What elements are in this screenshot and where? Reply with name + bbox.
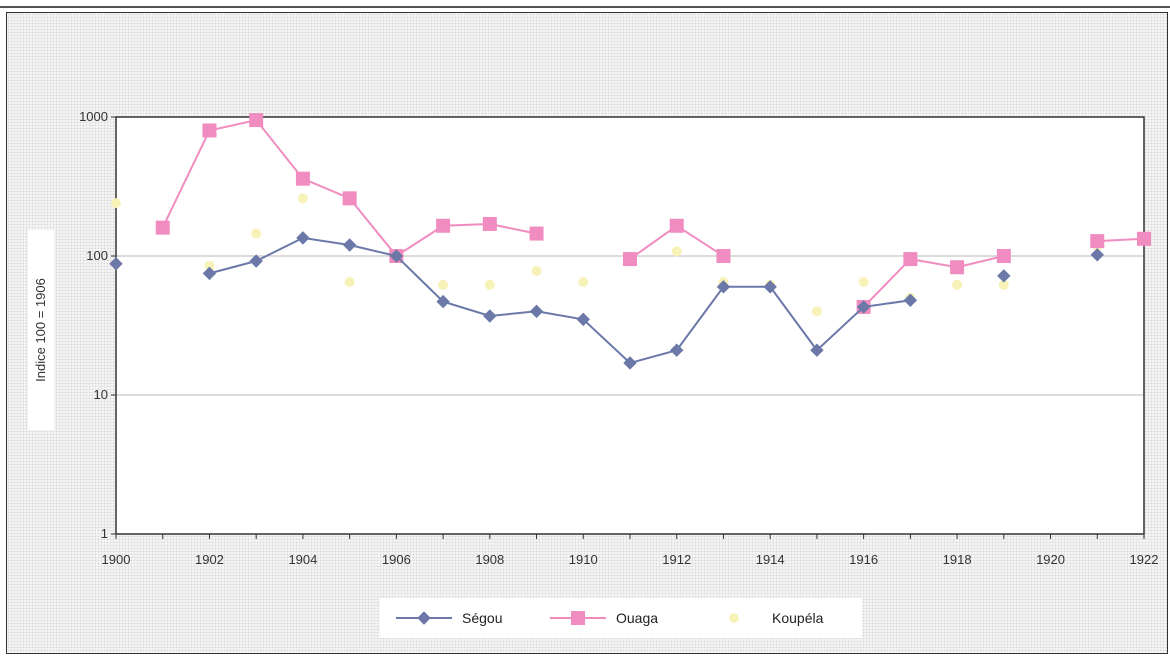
x-tick-label: 1912 — [662, 552, 691, 567]
data-point — [996, 249, 1011, 263]
legend-marker — [417, 611, 431, 625]
series-layer — [109, 113, 1151, 370]
data-point — [249, 254, 263, 268]
axes-layer — [111, 116, 1145, 539]
data-point — [810, 343, 824, 357]
labels-layer: 1 10 100 1000 1900 1902 1904 1906 1908 1910 1912 19… — [28, 109, 1158, 567]
data-point — [295, 171, 310, 186]
data-point — [763, 280, 777, 294]
data-point — [436, 218, 451, 233]
data-point — [903, 293, 918, 308]
x-tick-label: 1914 — [756, 552, 785, 567]
data-point — [998, 279, 1009, 290]
data-point — [716, 249, 731, 263]
data-point — [858, 277, 869, 288]
data-point — [484, 279, 495, 290]
plot-area — [116, 117, 1144, 534]
x-tick-label: 1920 — [1036, 552, 1065, 567]
x-tick-label: 1904 — [288, 552, 317, 567]
data-point — [950, 260, 965, 275]
data-point — [952, 279, 963, 290]
data-point — [670, 343, 684, 357]
legend-label: Ouaga — [616, 610, 658, 626]
x-tick-label: 1916 — [849, 552, 878, 567]
data-point — [342, 191, 357, 206]
legend-box — [380, 598, 862, 638]
data-point — [436, 294, 450, 309]
data-point — [856, 300, 871, 314]
data-point — [202, 266, 217, 281]
data-point — [1137, 231, 1151, 246]
legend-marker — [729, 613, 739, 623]
data-point — [529, 226, 544, 241]
x-tick-label: 1908 — [475, 552, 504, 567]
data-point — [1090, 234, 1105, 249]
data-point — [529, 304, 544, 319]
data-point — [249, 113, 264, 128]
data-point — [482, 216, 497, 231]
data-point — [623, 252, 637, 267]
legend-label: Ségou — [462, 610, 502, 626]
legend-label: Koupéla — [772, 610, 824, 626]
data-point — [296, 231, 310, 245]
x-tick-label: 1910 — [569, 552, 598, 567]
data-point — [669, 218, 684, 233]
data-point — [903, 252, 918, 267]
data-point — [671, 246, 682, 257]
y-tick-label: 1000 — [79, 109, 108, 124]
data-point — [623, 356, 637, 370]
series-line — [1097, 237, 1145, 243]
series-line — [209, 236, 911, 365]
data-point — [1090, 248, 1104, 262]
data-point — [204, 260, 215, 271]
data-point — [483, 309, 497, 323]
x-tick-label: 1900 — [102, 552, 131, 567]
x-tick-label: 1906 — [382, 552, 411, 567]
series-ségou — [109, 231, 1104, 370]
data-point — [342, 238, 357, 252]
x-tick-label: 1918 — [943, 552, 972, 567]
y-axis-label-box — [28, 230, 54, 430]
data-point — [109, 257, 123, 271]
data-point — [716, 280, 731, 294]
data-point — [997, 269, 1011, 283]
data-point — [576, 312, 590, 327]
series-line — [862, 255, 1005, 308]
y-tick-label: 100 — [86, 248, 108, 263]
data-point — [155, 220, 170, 235]
data-point — [344, 277, 355, 288]
legend-marker — [571, 611, 585, 625]
data-point — [389, 249, 404, 263]
data-point — [297, 193, 308, 204]
x-tick-label: 1922 — [1130, 552, 1159, 567]
data-point — [811, 306, 822, 317]
y-tick-label: 10 — [94, 387, 108, 402]
grid-layer — [116, 117, 1144, 534]
data-point — [111, 198, 121, 209]
x-tick-label: 1902 — [195, 552, 224, 567]
top-rule — [0, 6, 1170, 8]
y-axis-label: Indice 100 = 1906 — [33, 278, 48, 382]
data-point — [578, 277, 589, 288]
data-point — [531, 265, 542, 276]
legend: Ségou Ouaga Koupéla — [380, 598, 862, 638]
data-point — [202, 123, 217, 138]
data-point — [438, 279, 449, 290]
y-tick-label: 1 — [101, 526, 108, 541]
data-point — [251, 228, 262, 239]
